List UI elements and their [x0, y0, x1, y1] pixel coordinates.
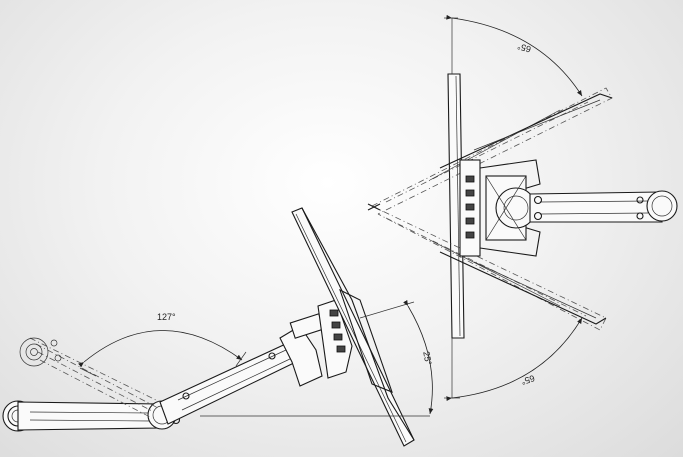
- mount-head: [279, 299, 353, 387]
- raised-arm-ghost: [19, 337, 161, 419]
- side-view-assembly: 127° 25°: [2, 207, 434, 447]
- angle-127-dimension: 127°: [78, 312, 247, 377]
- top-mount-head: [459, 159, 541, 257]
- angle-65-bottom-dimension: 65°: [446, 317, 583, 402]
- swivel-top-label: 65°: [516, 41, 532, 54]
- side-monitor: [291, 207, 415, 447]
- top-view-assembly: 65° 65°: [367, 14, 678, 402]
- swivel-bottom-label: 65°: [520, 373, 536, 387]
- angle-127-label: 127°: [157, 312, 176, 322]
- angle-65-top-dimension: 65°: [446, 14, 583, 97]
- angle-25-label: 25°: [421, 351, 433, 367]
- lower-arm: [17, 401, 161, 431]
- angle-25-dimension: 25°: [359, 299, 434, 415]
- upper-arm: [159, 341, 301, 425]
- top-arm: [529, 190, 678, 223]
- swivel-ghost-panels: [367, 87, 613, 331]
